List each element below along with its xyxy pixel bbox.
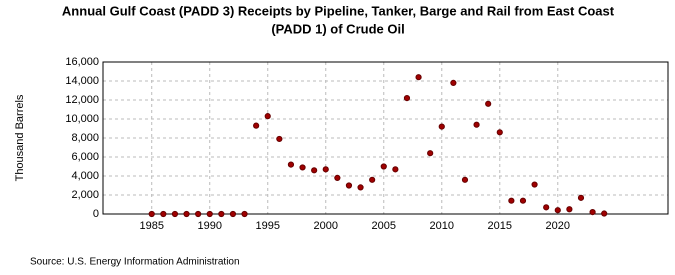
y-tick-label: 16,000 — [65, 56, 99, 68]
point — [241, 210, 248, 218]
point — [589, 209, 596, 216]
point — [206, 210, 213, 218]
x-tick-label: 2000 — [314, 220, 338, 232]
point — [427, 150, 434, 157]
plot-frame — [102, 61, 669, 215]
point — [392, 166, 399, 173]
point — [357, 184, 364, 191]
point — [299, 164, 306, 171]
point — [218, 210, 225, 218]
point — [508, 197, 515, 204]
y-tick-label: 6,000 — [71, 151, 99, 163]
point — [485, 100, 492, 107]
point — [322, 166, 329, 173]
point — [148, 210, 155, 218]
point — [577, 194, 585, 201]
y-tick-label: 14,000 — [65, 75, 99, 87]
x-tick-label: 1995 — [256, 220, 280, 232]
x-tick-label: 2015 — [488, 220, 512, 232]
point — [287, 161, 295, 168]
point — [183, 210, 190, 218]
x-tick-label: 2010 — [430, 220, 454, 232]
source: Source: U.S. Energy Information Administ… — [30, 257, 240, 268]
point — [253, 122, 260, 129]
point — [369, 176, 376, 183]
point — [264, 113, 271, 120]
point — [403, 95, 411, 102]
point — [380, 163, 387, 170]
y-axis-label: Thousand Barrels — [14, 94, 26, 181]
y-tick-label: 12,000 — [65, 94, 99, 106]
point — [601, 210, 608, 217]
point — [345, 182, 353, 189]
point — [543, 204, 550, 211]
x-tick-label: 2005 — [372, 220, 396, 232]
point — [473, 121, 480, 128]
point — [554, 207, 561, 214]
point — [334, 174, 341, 181]
point — [531, 181, 538, 188]
point — [160, 210, 167, 218]
chart-title: Annual Gulf Coast (PADD 3) Receipts by P… — [62, 3, 615, 18]
point — [450, 79, 457, 87]
point — [311, 167, 318, 174]
x-tick-label: 1985 — [139, 220, 163, 232]
x-tick-label: 2020 — [546, 220, 570, 232]
point — [496, 129, 503, 136]
point — [171, 210, 179, 218]
y-tick-label: 10,000 — [65, 113, 99, 125]
point — [461, 176, 469, 183]
y-tick-label: 0 — [93, 208, 99, 220]
chart-title: (PADD 1) of Crude Oil — [271, 21, 404, 36]
point — [566, 206, 573, 213]
x-tick-label: 1990 — [197, 220, 221, 232]
point — [415, 74, 422, 81]
point — [195, 210, 202, 218]
y-tick-label: 8,000 — [71, 132, 99, 144]
y-tick-label: 4,000 — [71, 170, 99, 182]
point — [276, 135, 283, 143]
point — [438, 123, 445, 130]
y-tick-label: 2,000 — [71, 189, 99, 201]
point — [519, 197, 527, 204]
point — [229, 210, 237, 218]
